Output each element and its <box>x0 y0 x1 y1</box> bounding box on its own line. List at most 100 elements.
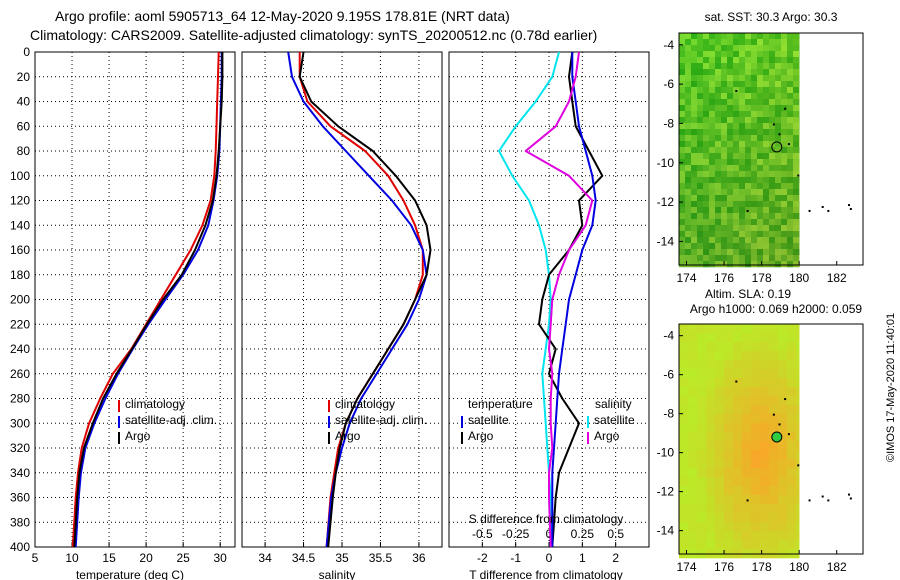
map-cell <box>739 261 746 268</box>
map-cell <box>715 360 725 370</box>
map-cell <box>733 69 740 76</box>
map-cell <box>751 333 761 343</box>
map-cell <box>697 261 704 268</box>
map-cell <box>787 39 794 46</box>
map-cell <box>691 117 698 124</box>
map-cell <box>685 255 692 262</box>
map-cell <box>778 477 788 487</box>
argo-location-marker <box>771 431 783 443</box>
map-cell <box>778 450 788 460</box>
map-cell <box>697 219 704 226</box>
map-cell <box>724 468 734 478</box>
map-cell <box>715 351 725 361</box>
map-cell <box>787 63 794 70</box>
map-cell <box>685 171 692 178</box>
map-cell <box>679 351 689 361</box>
map-cell <box>709 171 716 178</box>
map-cell <box>733 405 743 415</box>
map-cell <box>733 63 740 70</box>
map-cell <box>697 51 704 58</box>
map-cell <box>787 387 797 397</box>
map-cell <box>763 195 770 202</box>
map-cell <box>679 183 686 190</box>
map-cell <box>745 117 752 124</box>
map-cell <box>781 141 788 148</box>
map-cell <box>709 57 716 64</box>
map-cell <box>679 201 686 208</box>
map-cell <box>775 39 782 46</box>
map-cell <box>760 477 770 487</box>
map-cell <box>715 504 725 514</box>
sla-map-title: Altim. SLA: 0.19 <box>705 287 791 301</box>
map-cell <box>757 69 764 76</box>
map-cell <box>715 249 722 256</box>
map-cell <box>769 441 779 451</box>
map-cell <box>775 147 782 154</box>
map-cell <box>721 183 728 190</box>
map-cell <box>796 432 800 442</box>
map-cell <box>733 165 740 172</box>
map-cell <box>679 195 686 202</box>
map-cell <box>679 75 686 82</box>
map-cell <box>793 57 800 64</box>
map-cell <box>691 249 698 256</box>
salinity-xlabel: salinity <box>319 568 356 580</box>
map-cell <box>745 63 752 70</box>
map-cell <box>793 99 800 106</box>
map-cell <box>703 177 710 184</box>
map-cell <box>775 153 782 160</box>
map-cell <box>691 105 698 112</box>
map-cell <box>709 225 716 232</box>
map-cell <box>715 540 725 550</box>
map-cell <box>778 360 788 370</box>
map-cell <box>679 387 689 397</box>
map-cell <box>727 243 734 250</box>
map-cell <box>733 183 740 190</box>
map-cell <box>745 129 752 136</box>
map-cell <box>751 468 761 478</box>
map-cell <box>697 195 704 202</box>
map-cell <box>715 486 725 496</box>
map-cell <box>691 75 698 82</box>
map-cell <box>685 201 692 208</box>
map-cell <box>724 405 734 415</box>
map-cell <box>715 459 725 469</box>
island-dot <box>827 209 830 212</box>
map-cell <box>775 81 782 88</box>
map-cell <box>697 189 704 196</box>
map-cell <box>697 414 707 424</box>
map-cell <box>697 135 704 142</box>
map-cell <box>697 225 704 232</box>
map-cell <box>769 207 776 214</box>
map-cell <box>751 249 758 256</box>
map-cell <box>778 342 788 352</box>
map-cell <box>703 213 710 220</box>
map-cell <box>733 387 743 397</box>
map-cell <box>721 33 728 40</box>
sla-map: 174 176 178 180 182 -4 -6 -8 -10 -12 -14 <box>657 323 864 574</box>
map-cell <box>715 243 722 250</box>
map-cell <box>778 486 788 496</box>
map-cell <box>763 243 770 250</box>
map-cell <box>769 405 779 415</box>
map-cell <box>706 378 716 388</box>
map-cell <box>793 213 800 220</box>
map-cell <box>697 105 704 112</box>
x-tick-label: 178 <box>752 271 772 285</box>
map-cell <box>763 201 770 208</box>
map-cell <box>787 141 794 148</box>
map-cell <box>787 93 794 100</box>
map-cell <box>745 153 752 160</box>
map-cell <box>757 171 764 178</box>
map-cell <box>724 414 734 424</box>
map-cell <box>703 201 710 208</box>
map-cell <box>739 255 746 262</box>
map-cell <box>679 69 686 76</box>
temperature-panel: 5 10 15 20 25 3002040608010012014016018020022… <box>10 45 236 565</box>
map-cell <box>757 147 764 154</box>
island-dot <box>808 209 811 212</box>
map-cell <box>715 165 722 172</box>
map-cell <box>739 111 746 118</box>
map-cell <box>745 81 752 88</box>
difference-top-xlabel: S difference from climatology <box>469 512 624 526</box>
